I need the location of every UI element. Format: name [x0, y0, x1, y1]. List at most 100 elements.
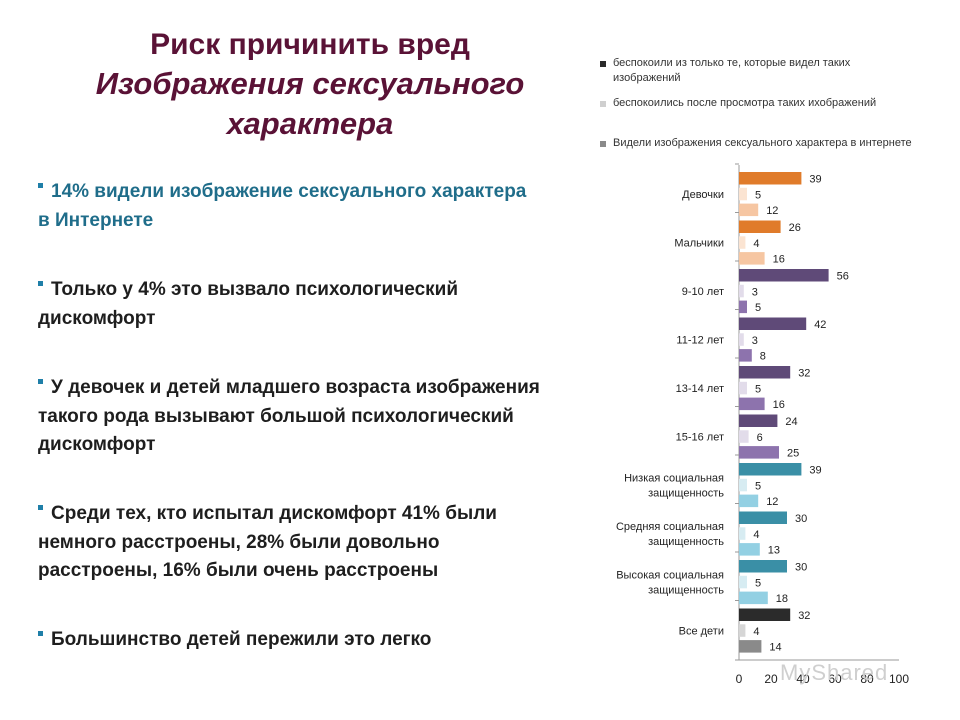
data-label: 32 — [798, 610, 810, 622]
data-label: 39 — [809, 174, 821, 186]
bar — [739, 560, 787, 573]
bullet-marker-icon — [38, 183, 43, 189]
bar — [739, 300, 747, 314]
bar — [739, 172, 802, 185]
bar — [739, 284, 744, 298]
x-tick-label: 40 — [796, 672, 810, 686]
bar — [739, 203, 759, 217]
legend-swatch — [600, 101, 606, 107]
bar — [739, 236, 746, 249]
bullet-marker-icon — [38, 281, 43, 287]
bullet-item: 14% видели изображение сексуального хара… — [38, 181, 527, 231]
bar — [739, 220, 781, 233]
data-label: 5 — [755, 302, 761, 314]
title-line-2: Изображения сексуального — [95, 66, 525, 102]
legend-swatch — [600, 141, 606, 147]
data-label: 5 — [755, 577, 761, 589]
bar — [739, 543, 760, 556]
bar — [739, 366, 791, 379]
category-label: Низкая социальная — [624, 473, 724, 485]
data-label: 8 — [760, 351, 766, 363]
bar — [739, 511, 787, 524]
category-label: Мальчики — [674, 238, 724, 250]
watermark: MyShared — [780, 660, 889, 685]
bar — [739, 624, 746, 637]
data-label: 39 — [809, 465, 821, 477]
data-label: 16 — [773, 254, 785, 266]
data-label: 24 — [785, 416, 797, 428]
data-label: 4 — [753, 238, 759, 250]
x-tick-label: 20 — [764, 672, 778, 686]
title-line-3: характера — [226, 106, 394, 142]
category-label: 13-14 лет — [676, 383, 724, 395]
bar — [739, 414, 778, 427]
bullet-marker-icon — [38, 631, 43, 637]
bar — [739, 333, 744, 346]
bar — [739, 494, 759, 508]
bullet-item: Среди тех, кто испытал дискомфорт 41% бы… — [38, 503, 497, 581]
data-label: 6 — [757, 432, 763, 444]
bar — [739, 575, 747, 589]
bar — [739, 252, 765, 265]
category-label: 15-16 лет — [676, 432, 724, 444]
data-label: 5 — [755, 189, 761, 201]
slide-title: Риск причинить вред Изображения сексуаль… — [40, 26, 580, 144]
data-label: 12 — [766, 496, 778, 508]
bar — [739, 397, 765, 411]
data-label: 14 — [769, 642, 781, 654]
bullet-marker-icon — [38, 379, 43, 385]
category-label: Все дети — [679, 626, 724, 638]
bar — [739, 187, 747, 201]
bar — [739, 349, 752, 362]
bullet-item: У девочек и детей младшего возраста изоб… — [38, 377, 540, 455]
x-tick-label: 80 — [860, 672, 874, 686]
bar — [739, 478, 747, 492]
category-label: 11-12 лет — [676, 335, 724, 347]
bar — [739, 269, 829, 282]
bar — [739, 591, 768, 605]
bar — [739, 381, 747, 395]
category-label: Средняя социальная — [616, 521, 724, 533]
data-label: 5 — [755, 480, 761, 492]
data-label: 30 — [795, 513, 807, 525]
category-label: Девочки — [682, 189, 724, 201]
legend-item: Видели изображения сексуального характер… — [600, 136, 920, 151]
category-label: защищенность — [648, 488, 724, 500]
bar — [739, 317, 807, 330]
bar — [739, 463, 802, 476]
data-label: 42 — [814, 319, 826, 331]
legend-item: беспокоили из только те, которые видел т… — [600, 56, 920, 85]
category-label: Высокая социальная — [616, 570, 724, 582]
title-line-1: Риск причинить вред — [150, 28, 470, 61]
data-label: 56 — [837, 271, 849, 283]
x-tick-label: 0 — [736, 672, 743, 686]
data-label: 16 — [773, 399, 785, 411]
data-label: 5 — [755, 383, 761, 395]
bar — [739, 608, 791, 621]
bullet-item: Только у 4% это вызвало психологический … — [38, 279, 459, 329]
bar — [739, 430, 749, 443]
data-label: 4 — [753, 529, 759, 541]
data-label: 26 — [789, 222, 801, 234]
x-tick-label: 100 — [889, 672, 909, 686]
data-label: 4 — [753, 626, 759, 638]
data-label: 12 — [766, 205, 778, 217]
bar — [739, 446, 779, 459]
x-tick-label: 60 — [828, 672, 842, 686]
data-label: 13 — [768, 545, 780, 557]
data-label: 3 — [752, 335, 758, 347]
legend-item: беспокоились после просмотра таких ихобр… — [600, 96, 920, 111]
bullet-item: Большинство детей пережили это легко — [38, 626, 543, 655]
data-label: 3 — [752, 286, 758, 298]
category-label: защищенность — [648, 536, 724, 548]
data-label: 32 — [798, 368, 810, 380]
bar — [739, 527, 746, 540]
bar — [739, 640, 762, 653]
category-label: защищенность — [648, 585, 724, 597]
bullet-marker-icon — [38, 505, 43, 511]
category-label: 9-10 лет — [682, 286, 724, 298]
legend-swatch — [600, 61, 606, 67]
data-label: 30 — [795, 562, 807, 574]
data-label: 18 — [776, 593, 788, 605]
